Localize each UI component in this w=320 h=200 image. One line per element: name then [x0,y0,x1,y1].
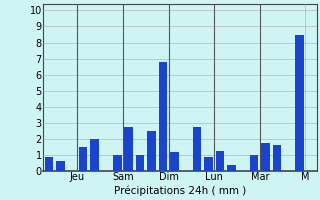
Bar [79,147,87,171]
Bar [170,152,179,171]
X-axis label: Précipitations 24h ( mm ): Précipitations 24h ( mm ) [114,185,246,196]
Bar [124,127,133,171]
Bar [44,157,53,171]
Bar [295,35,304,171]
Bar [204,157,213,171]
Bar [90,139,99,171]
Bar [250,155,258,171]
Bar [227,165,236,171]
Bar [216,151,224,171]
Bar [56,161,65,171]
Bar [159,62,167,171]
Bar [193,127,201,171]
Bar [136,155,144,171]
Bar [261,143,270,171]
Bar [147,131,156,171]
Bar [273,145,281,171]
Bar [113,155,122,171]
